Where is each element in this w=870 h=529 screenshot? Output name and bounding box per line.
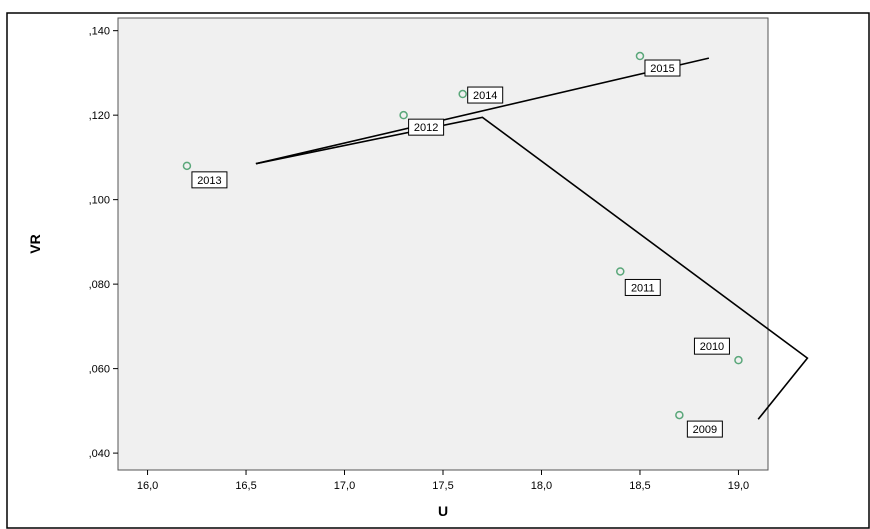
data-point (734, 355, 743, 365)
point-label-box (408, 118, 445, 136)
y-tick-label: ,080 (89, 279, 110, 291)
point-label-box (686, 420, 723, 438)
x-tick-label: 16,5 (235, 480, 256, 492)
point-label-box (191, 171, 228, 189)
x-axis: 16,0 16,5 17,0 17,5 18,0 18,5 19,0 (137, 470, 749, 492)
data-points: 2009 2010 2011 2012 2013 2014 2015 (182, 51, 743, 438)
point-label: 2012 (414, 122, 438, 134)
data-point (399, 110, 408, 120)
point-label: 2015 (650, 63, 674, 75)
y-tick-label: ,060 (89, 364, 110, 376)
point-label: 2009 (693, 424, 717, 436)
x-tick-label: 18,5 (629, 480, 650, 492)
y-tick-label: ,040 (89, 448, 110, 460)
data-point (635, 51, 645, 61)
point-label-box (467, 86, 504, 104)
x-tick-label: 18,0 (531, 480, 552, 492)
annotation-line (255, 57, 710, 165)
data-point (616, 267, 625, 276)
point-label: 2014 (473, 90, 497, 102)
y-tick-label: ,120 (89, 110, 110, 122)
x-tick-label: 17,5 (432, 480, 453, 492)
data-point (458, 89, 467, 99)
point-label-box (693, 337, 730, 355)
annotation-lines (255, 57, 809, 420)
x-tick-label: 17,0 (334, 480, 355, 492)
x-tick-label: 19,0 (728, 480, 749, 492)
y-axis: ,040 ,060 ,080 ,100 ,120 ,140 (89, 26, 118, 460)
y-tick-label: ,100 (89, 195, 110, 207)
x-axis-title: U (438, 503, 448, 519)
x-tick-label: 16,0 (137, 480, 158, 492)
point-label: 2011 (631, 282, 655, 294)
y-axis-title: VR (27, 234, 43, 253)
y-tick-label: ,140 (89, 26, 110, 38)
point-label-box (624, 278, 661, 296)
annotation-line (255, 116, 809, 420)
data-point (182, 161, 192, 171)
point-label: 2013 (197, 175, 221, 187)
point-label: 2010 (700, 341, 724, 353)
point-label-box (644, 59, 681, 77)
plot-area (117, 17, 769, 471)
data-point (675, 410, 684, 420)
